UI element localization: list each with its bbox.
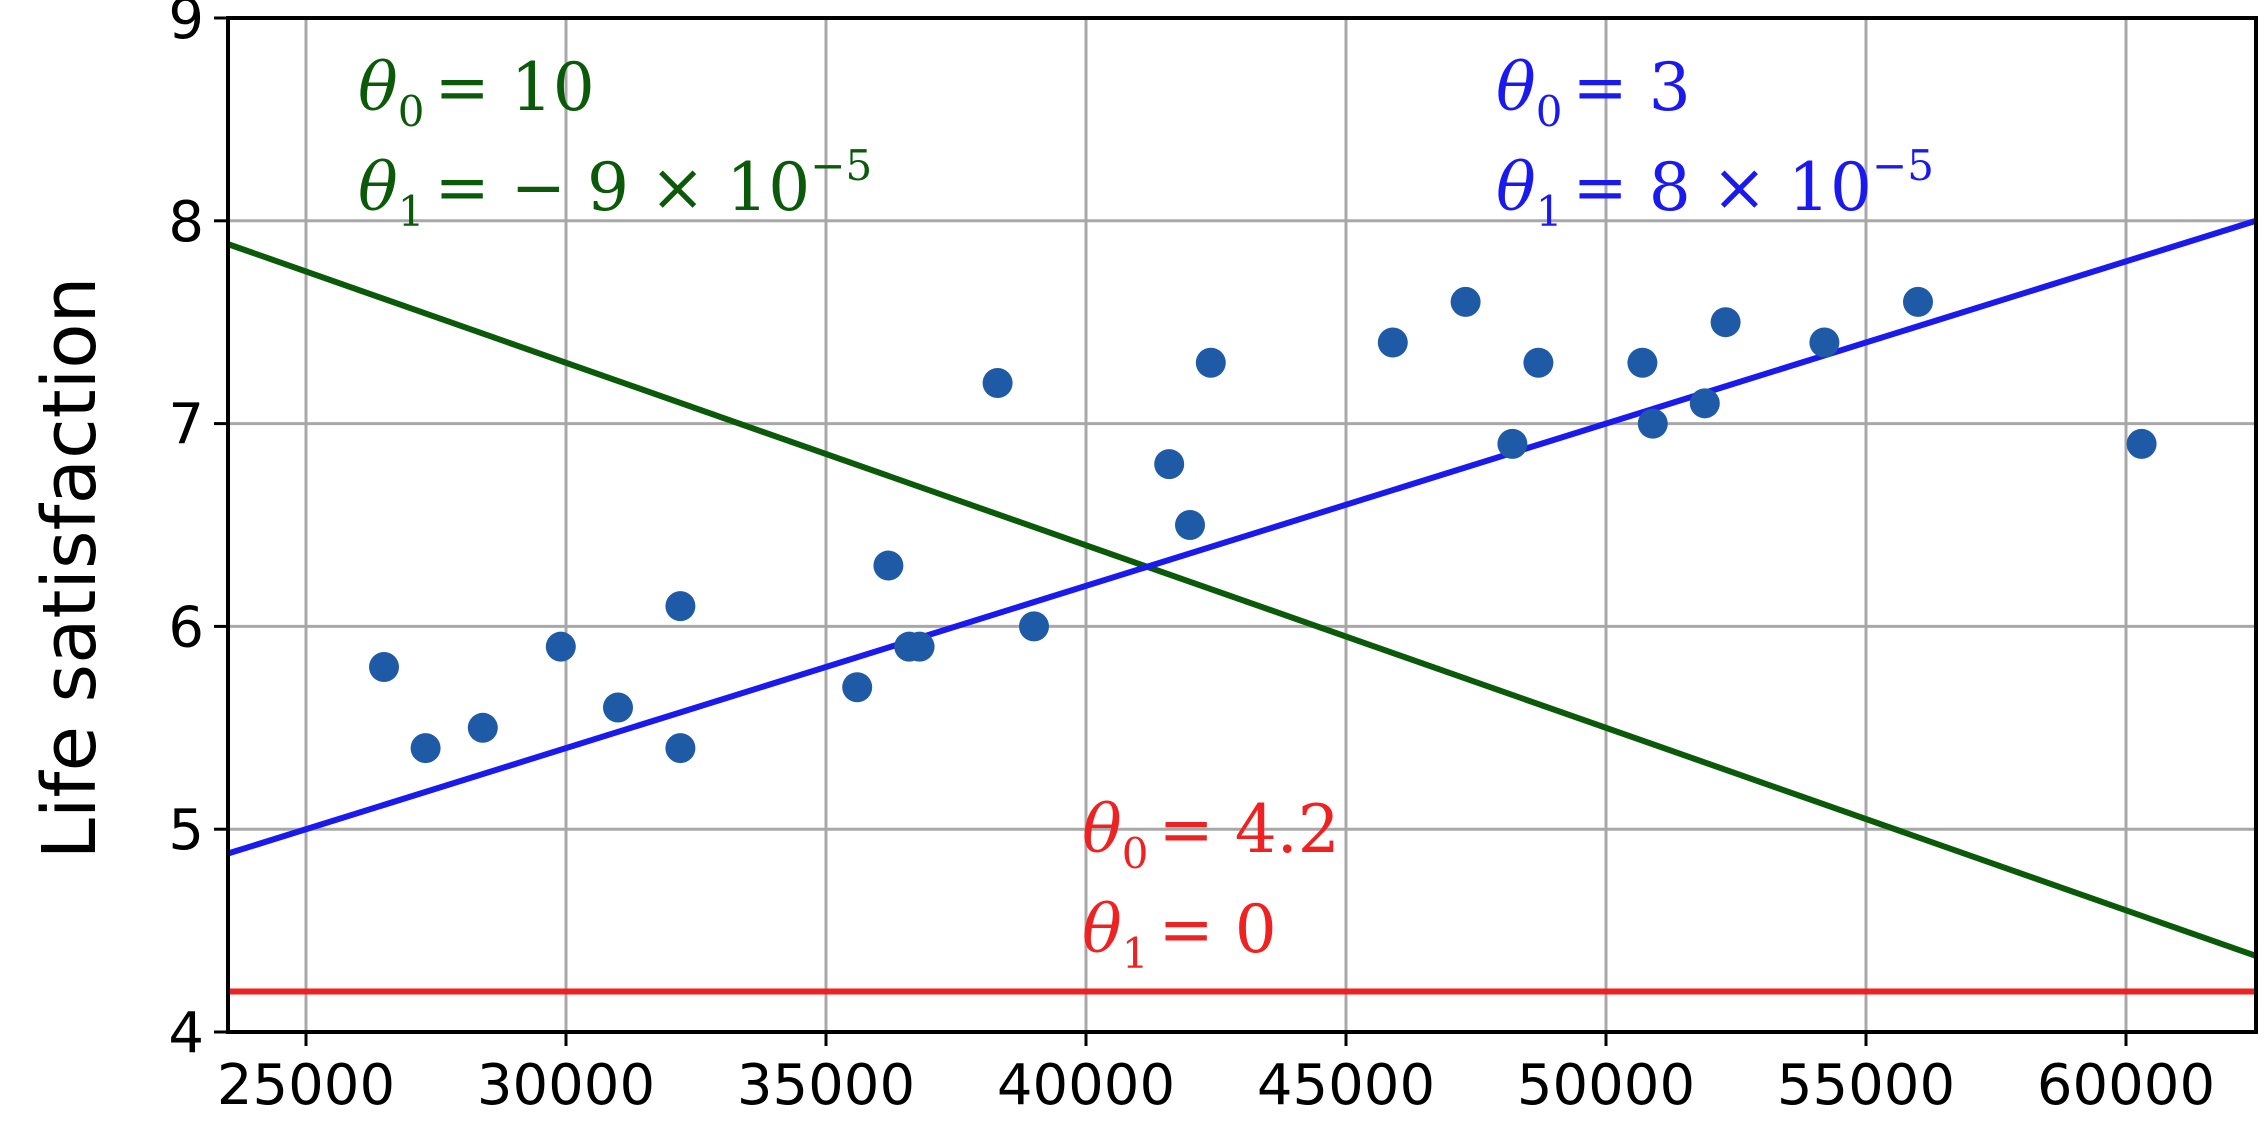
data-point [1497,428,1528,459]
data-point [1175,510,1205,540]
x-tick-label: 50000 [1517,1053,1695,1118]
data-point [1195,347,1226,378]
y-tick-label: 5 [168,798,204,863]
y-tick-label: 4 [168,1001,204,1066]
data-point [410,733,441,764]
data-point [1637,408,1668,439]
data-point [2126,428,2157,459]
data-point [1903,286,1933,317]
fit-line-1 [227,217,2257,857]
y-tick-label: 8 [168,190,204,255]
data-point [603,692,633,723]
data-point [1627,347,1658,378]
data-point [842,672,873,703]
plot-frame [226,16,2258,1034]
data-point [904,631,935,662]
data-point [1809,327,1840,358]
x-tick-label: 35000 [737,1053,915,1118]
x-tick-label: 25000 [217,1053,395,1118]
x-tick-label: 45000 [1257,1053,1435,1118]
data-point [665,591,696,622]
data-point [545,631,576,662]
data-point [665,733,696,764]
x-tick-label: 40000 [997,1053,1175,1118]
fit-line-0 [227,241,2257,959]
red-theta0-label: θ0 = 4.2 [1082,791,1340,878]
green-theta0-label: θ0 = 10 [358,49,595,136]
data-point [1689,388,1720,419]
data-point [467,712,498,743]
data-point [1710,307,1741,338]
fit-lines [227,217,2257,995]
data-point [369,651,399,682]
x-tick-label: 60000 [2037,1053,2215,1118]
data-point [982,368,1013,399]
data-point [1450,286,1481,317]
y-tick-label: 9 [168,0,204,52]
data-point [873,550,904,581]
data-point [1019,611,1049,642]
grid [228,18,2256,1032]
y-tick-label: 7 [168,393,204,458]
y-tick-label: 6 [168,595,204,660]
blue-theta1-label: θ1 = 8 × 10−5 [1496,141,1934,236]
x-tick-label: 55000 [1777,1053,1955,1118]
y-axis-label: Life satisfaction [27,277,113,860]
axis-ticks: 25000 30000 35000 40000 45000 50000 55000 60000… [168,0,2215,1118]
x-tick-label: 30000 [477,1053,655,1118]
scatter-points [369,286,2157,764]
green-theta1-label: θ1 = − 9 × 10−5 [358,141,872,236]
data-point [1523,347,1554,378]
red-theta1-label: θ1 = 0 [1082,891,1277,978]
data-point [1154,449,1185,480]
blue-theta0-label: θ0 = 3 [1496,49,1691,136]
data-point [1377,327,1408,358]
